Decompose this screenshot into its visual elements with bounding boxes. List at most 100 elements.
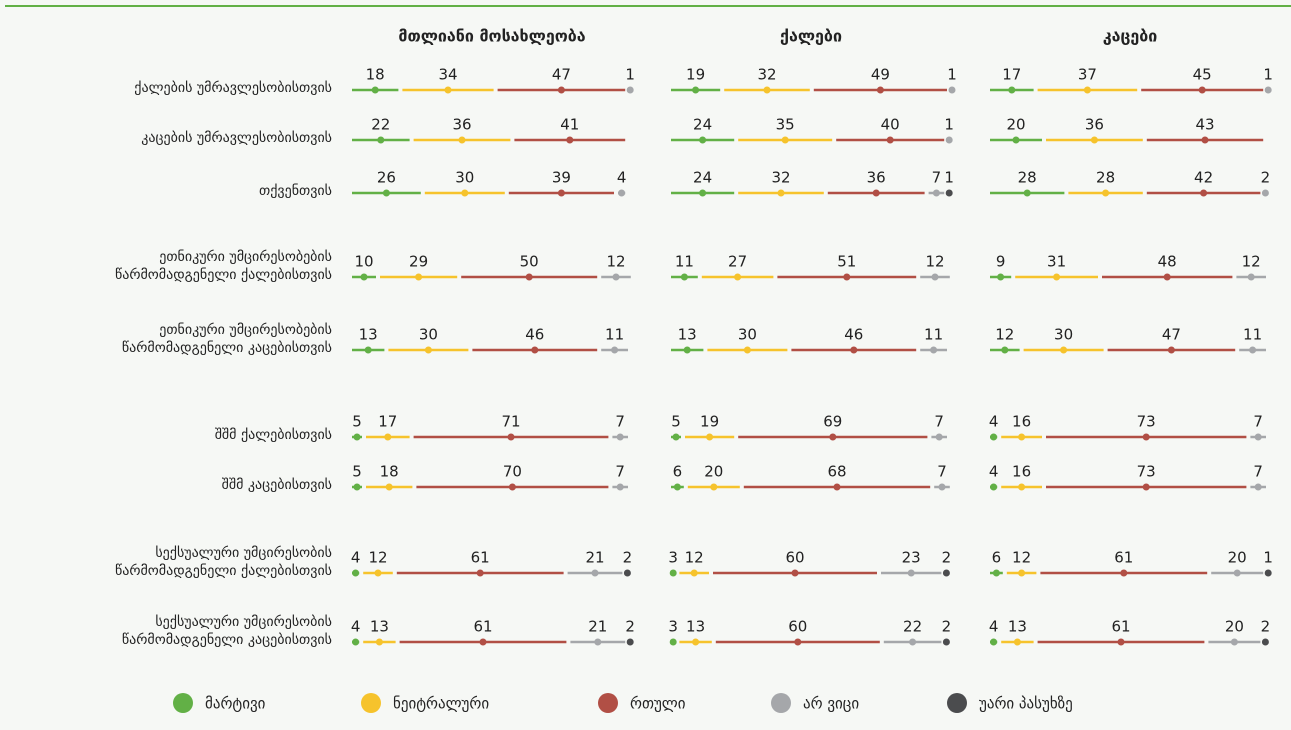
segment-dot bbox=[843, 273, 851, 281]
value-label: 24 bbox=[693, 116, 712, 134]
segment-dot bbox=[706, 433, 714, 441]
segment-dot bbox=[476, 569, 484, 577]
segment-dot bbox=[507, 433, 515, 441]
value-label: 50 bbox=[520, 253, 539, 271]
value-label: 1 bbox=[944, 169, 954, 187]
segment-dot bbox=[683, 346, 691, 354]
value-label: 10 bbox=[354, 253, 373, 271]
value-label: 3 bbox=[668, 618, 678, 636]
value-label: 21 bbox=[585, 549, 604, 567]
value-label: 12 bbox=[1242, 253, 1261, 271]
value-label: 20 bbox=[1228, 549, 1247, 567]
panel-title: მთლიანი მოსახლეობა bbox=[398, 27, 585, 46]
segment-dot bbox=[594, 638, 602, 646]
segment-dot bbox=[669, 638, 677, 646]
value-label: 4 bbox=[989, 413, 999, 431]
legend-label: მარტივი bbox=[205, 695, 266, 713]
segment-dot bbox=[1053, 273, 1061, 281]
segment-dot bbox=[1233, 569, 1241, 577]
value-label: 49 bbox=[871, 66, 890, 84]
value-label: 5 bbox=[352, 413, 362, 431]
segment-dot bbox=[1013, 638, 1021, 646]
segment-dot bbox=[1120, 569, 1128, 577]
segment-dot bbox=[680, 273, 688, 281]
segment-dot bbox=[352, 569, 360, 577]
segment-dot bbox=[415, 273, 423, 281]
value-label: 4 bbox=[989, 463, 999, 481]
value-label: 9 bbox=[996, 253, 1006, 271]
value-label: 6 bbox=[673, 463, 683, 481]
value-label: 12 bbox=[995, 326, 1014, 344]
segment-dot bbox=[1201, 136, 1209, 144]
segment-dot bbox=[1060, 346, 1068, 354]
segment-dot bbox=[371, 86, 379, 94]
value-label: 1 bbox=[625, 66, 635, 84]
segment-dot bbox=[1264, 86, 1272, 94]
segment-dot bbox=[829, 433, 837, 441]
value-label: 16 bbox=[1012, 413, 1031, 431]
value-label: 32 bbox=[771, 169, 790, 187]
segment-dot bbox=[781, 136, 789, 144]
value-label: 36 bbox=[452, 116, 471, 134]
value-label: 16 bbox=[1012, 463, 1031, 481]
value-label: 7 bbox=[1253, 413, 1263, 431]
segment-dot bbox=[531, 346, 539, 354]
segment-dot bbox=[1142, 483, 1150, 491]
segment-dot bbox=[1198, 86, 1206, 94]
value-label: 28 bbox=[1018, 169, 1037, 187]
segment-dot bbox=[1012, 136, 1020, 144]
value-label: 39 bbox=[552, 169, 571, 187]
segment-dot bbox=[616, 483, 624, 491]
value-label: 2 bbox=[625, 618, 635, 636]
value-label: 7 bbox=[1253, 463, 1263, 481]
segment-dot bbox=[1117, 638, 1125, 646]
row-label: ქალების უმრავლესობისთვის bbox=[134, 80, 332, 96]
segment-dot bbox=[907, 569, 915, 577]
value-label: 61 bbox=[471, 549, 490, 567]
value-label: 18 bbox=[366, 66, 385, 84]
value-label: 12 bbox=[925, 253, 944, 271]
segment-dot bbox=[1264, 569, 1272, 577]
value-label: 22 bbox=[903, 618, 922, 636]
legend-label: უარი პასუხზე bbox=[979, 695, 1073, 713]
panel-title: ქალები bbox=[780, 27, 842, 46]
value-label: 61 bbox=[1111, 618, 1130, 636]
value-label: 73 bbox=[1137, 413, 1156, 431]
segment-dot bbox=[1247, 273, 1255, 281]
value-label: 48 bbox=[1158, 253, 1177, 271]
value-label: 21 bbox=[588, 618, 607, 636]
segment-dot bbox=[626, 86, 634, 94]
legend-swatch bbox=[947, 693, 967, 713]
segment-dot bbox=[886, 136, 894, 144]
legend-label: რთული bbox=[630, 695, 686, 713]
value-label: 17 bbox=[1002, 66, 1021, 84]
legend-swatch bbox=[361, 693, 381, 713]
value-label: 30 bbox=[419, 326, 438, 344]
value-label: 24 bbox=[693, 169, 712, 187]
legend-swatch bbox=[598, 693, 618, 713]
segment-dot bbox=[743, 346, 751, 354]
segment-dot bbox=[1261, 189, 1269, 197]
value-label: 23 bbox=[902, 549, 921, 567]
segment-dot bbox=[1001, 346, 1009, 354]
segment-dot bbox=[382, 189, 390, 197]
value-label: 11 bbox=[1243, 326, 1262, 344]
segment-dot bbox=[938, 483, 946, 491]
value-label: 30 bbox=[1054, 326, 1073, 344]
segment-dot bbox=[833, 483, 841, 491]
row-label: კაცების უმრავლესობისთვის bbox=[141, 130, 332, 146]
value-label: 20 bbox=[1006, 116, 1025, 134]
value-label: 31 bbox=[1047, 253, 1066, 271]
segment-dot bbox=[374, 569, 382, 577]
segment-dot bbox=[461, 189, 469, 197]
value-label: 37 bbox=[1078, 66, 1097, 84]
value-label: 12 bbox=[368, 549, 387, 567]
value-label: 69 bbox=[823, 413, 842, 431]
value-label: 2 bbox=[1261, 169, 1271, 187]
value-label: 20 bbox=[1225, 618, 1244, 636]
value-label: 11 bbox=[924, 326, 943, 344]
value-label: 45 bbox=[1193, 66, 1212, 84]
value-label: 7 bbox=[937, 463, 947, 481]
segment-dot bbox=[945, 136, 953, 144]
